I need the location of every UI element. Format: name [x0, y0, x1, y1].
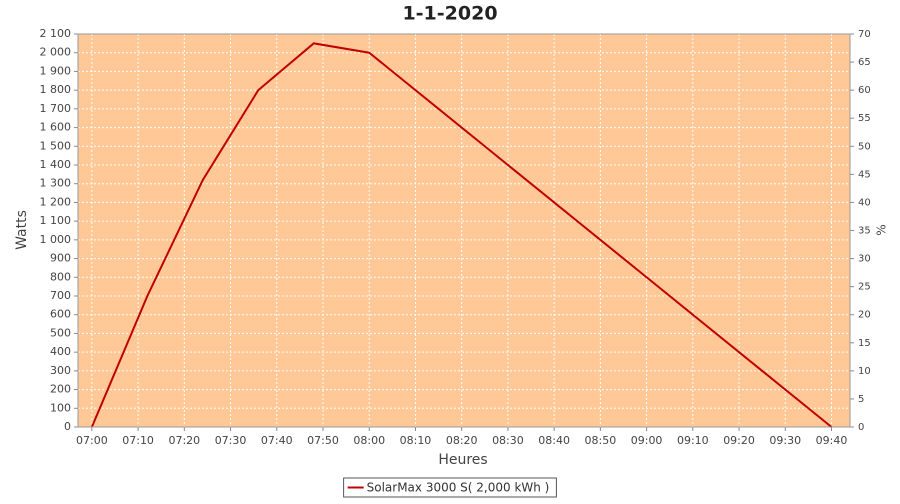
x-tick-label: 09:00 — [631, 434, 663, 447]
y2-tick-label: 50 — [858, 141, 871, 152]
plot-border — [77, 33, 851, 428]
y2-tick-label: 0 — [858, 422, 864, 433]
y-tick-label: 1 500 — [40, 139, 72, 152]
y-tick-label: 0 — [64, 420, 71, 433]
y2-tick-label: 20 — [858, 310, 871, 321]
x-tick-label: 08:20 — [446, 434, 478, 447]
chart-title: 1-1-2020 — [402, 3, 497, 25]
y2-tick-label: 35 — [858, 226, 871, 237]
y-tick-label: 1 200 — [40, 195, 72, 208]
y2-tick-label: 55 — [858, 113, 871, 124]
data-line — [90, 42, 833, 428]
y-tick-label: 900 — [50, 252, 71, 265]
y-tick-label: 200 — [50, 383, 71, 396]
y-tick-label: 700 — [50, 289, 71, 302]
y-tick-label: 800 — [50, 270, 71, 283]
x-tick-label: 08:30 — [492, 434, 524, 447]
y-tick-label: 1 100 — [40, 214, 72, 227]
x-axis-label: Heures — [438, 452, 487, 468]
x-tick-label: 08:40 — [538, 434, 570, 447]
x-tick-label: 08:10 — [400, 434, 432, 447]
x-tick-label: 07:20 — [168, 434, 200, 447]
y2-tick-label: 40 — [858, 197, 871, 208]
x-tick-label: 08:50 — [585, 434, 617, 447]
y-axis-label: Watts — [14, 210, 30, 250]
y-tick-label: 1 600 — [40, 121, 72, 134]
y-tick-label: 100 — [50, 401, 71, 414]
y-tick-label: 500 — [50, 326, 71, 339]
x-tick-label: 07:50 — [307, 434, 339, 447]
x-tick-label: 07:30 — [215, 434, 247, 447]
y2-tick-label: 15 — [858, 338, 871, 349]
x-tick-label: 07:00 — [76, 434, 108, 447]
y-tick-label: 1 900 — [40, 64, 72, 77]
legend-box — [343, 477, 557, 498]
x-tick-label: 09:20 — [723, 434, 755, 447]
y-tick-label: 400 — [50, 345, 71, 358]
x-tick-label: 09:30 — [769, 434, 801, 447]
y-tick-label: 1 700 — [40, 102, 72, 115]
y-tick-label: 300 — [50, 364, 71, 377]
y-tick-label: 2 100 — [40, 27, 72, 40]
y-tick-label: 1 300 — [40, 177, 72, 190]
x-tick-label: 07:10 — [122, 434, 154, 447]
x-tick-label: 07:40 — [261, 434, 293, 447]
y2-tick-label: 60 — [858, 85, 871, 96]
y-tick-label: 1 000 — [40, 233, 72, 246]
y-tick-label: 1 800 — [40, 83, 72, 96]
y2-tick-label: 5 — [858, 394, 864, 405]
x-tick-label: 09:40 — [816, 434, 848, 447]
y2-axis-label: % — [875, 224, 889, 235]
y2-tick-label: 65 — [858, 57, 871, 68]
legend: SolarMax 3000 S( 2,000 kWh ) — [343, 477, 557, 498]
y-tick-label: 2 000 — [40, 46, 72, 59]
x-tick-label: 09:10 — [677, 434, 709, 447]
y2-tick-label: 10 — [858, 366, 871, 377]
y2-tick-label: 25 — [858, 282, 871, 293]
y2-tick-label: 70 — [858, 29, 871, 40]
plot-area — [77, 33, 851, 428]
x-tick-label: 08:00 — [353, 434, 385, 447]
y-tick-label: 1 400 — [40, 158, 72, 171]
y2-tick-label: 45 — [858, 169, 871, 180]
legend-label: SolarMax 3000 S( 2,000 kWh ) — [367, 481, 550, 495]
y2-tick-label: 30 — [858, 254, 871, 265]
y-tick-label: 600 — [50, 308, 71, 321]
